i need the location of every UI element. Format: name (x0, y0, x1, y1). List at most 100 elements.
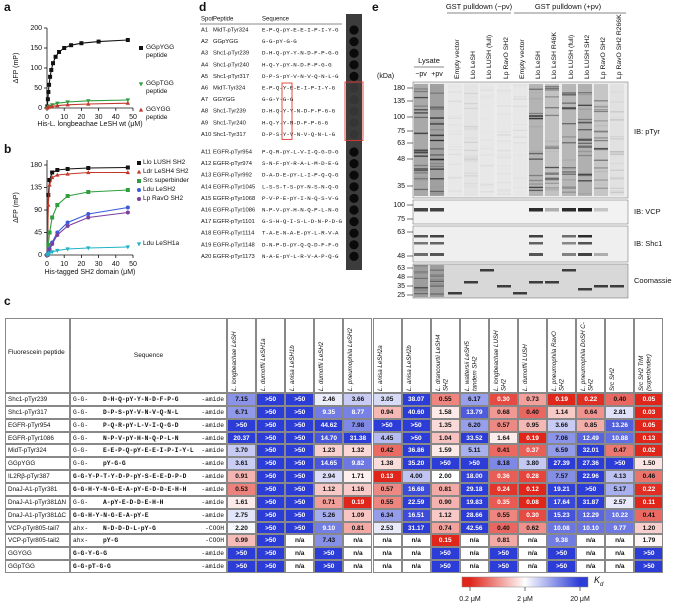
band (578, 121, 592, 123)
band (545, 114, 559, 117)
band (414, 116, 428, 119)
legend-marker (137, 179, 141, 183)
band (414, 132, 428, 134)
kd-cell: n/a (285, 547, 315, 561)
band (414, 265, 428, 267)
kd-cell: 19.83 (459, 495, 489, 509)
table-header: Spot (201, 17, 214, 23)
kd-cell: n/a (518, 547, 548, 561)
kd-cell: n/a (576, 534, 606, 548)
kd-cell: 9.82 (343, 457, 373, 471)
kd-cell: 36.86 (401, 444, 431, 458)
array-spot (349, 170, 359, 180)
kd-cell: 9.10 (314, 521, 344, 535)
kd-cell: n/a (576, 547, 606, 561)
kd-cell: >50 (256, 508, 286, 522)
kd-cell: 0.22 (576, 393, 606, 406)
kd-cell: 6.34 (372, 508, 402, 522)
band (414, 168, 428, 170)
y-axis-label: ΔFP (mP) (13, 192, 20, 223)
spot-sequence: G-G-Y-G-G (262, 96, 294, 103)
kd-cell: 0.74 (430, 521, 460, 535)
spot-sequence: T-A-E-N-A-E-pY-L-R-V-A (262, 230, 339, 237)
band (448, 153, 462, 156)
band (529, 112, 543, 115)
x-tick-label: 30 (95, 261, 103, 268)
band (414, 150, 428, 152)
kd-cell: >50 (547, 547, 577, 561)
band (430, 158, 444, 160)
kd-cell: 10.88 (605, 431, 635, 445)
kd-cell: 7.15 (227, 393, 257, 406)
spot-peptide: GGpYGG (213, 39, 239, 45)
x-tick-label: 20 (78, 261, 86, 268)
y-tick-label: 100 (30, 65, 42, 72)
band (497, 141, 511, 142)
data-point (49, 68, 54, 72)
sequence-part: G-G-Y-P-T-Y-D-P-pY-S-E-E-D-P-D (73, 473, 187, 481)
band (497, 165, 511, 166)
data-point (55, 248, 60, 253)
sequence-part: -COOH (205, 537, 224, 545)
band (480, 132, 494, 133)
band (578, 139, 592, 141)
band (414, 172, 428, 174)
band (529, 208, 543, 212)
kd-cell: >50 (430, 560, 460, 574)
spot-peptide: EGFR-pTyr954 (213, 150, 253, 156)
spot-id: A5 (201, 74, 208, 80)
spot-id: A18 (201, 231, 211, 237)
sequence-part: -amide (201, 563, 224, 571)
kd-cell: n/a (285, 534, 315, 548)
band (448, 164, 462, 165)
kd-cell: n/a (401, 547, 431, 561)
band (594, 167, 608, 169)
band (545, 179, 559, 181)
kd-cell: >50 (372, 418, 402, 432)
band (578, 122, 592, 124)
band (545, 178, 559, 180)
band (545, 146, 559, 149)
kd-cell: 42.56 (459, 521, 489, 535)
sequence-part: pY-G-G (103, 460, 126, 468)
blot-label: Coomassie (634, 276, 672, 285)
data-point (86, 215, 91, 220)
kd-cell: n/a (518, 560, 548, 574)
band (562, 242, 576, 245)
array-spot (349, 147, 359, 157)
band (464, 103, 478, 105)
band (430, 134, 444, 136)
band (562, 102, 576, 104)
data-point (125, 245, 131, 250)
band (578, 118, 592, 121)
band (430, 117, 444, 119)
band (430, 280, 444, 282)
band (545, 85, 559, 88)
kd-cell: >50 (285, 495, 315, 509)
x-tick-label: 30 (95, 114, 103, 121)
band (430, 129, 444, 131)
column-header-cell: L. longbeachae LUSH SH2 (488, 318, 518, 393)
data-point (47, 251, 52, 256)
spot-peptide: EGFR-pTyr974 (213, 161, 253, 167)
kd-cell: >50 (256, 405, 286, 419)
spot-id: A20 (201, 254, 211, 260)
band (448, 292, 462, 295)
data-point (57, 50, 62, 54)
peptide-name: MidT-pTyr324 (5, 444, 70, 458)
column-header-cell: Src SH2 TrM (superbinder) (634, 318, 664, 393)
band (562, 123, 576, 125)
band (430, 274, 444, 276)
panel-label: c (4, 294, 11, 308)
kd-cell: >50 (285, 457, 315, 471)
peptide-name: EGFR-pTyr954 (5, 418, 70, 432)
kd-cell: >50 (285, 444, 315, 458)
panel-label: e (372, 0, 379, 14)
kd-cell: 7.43 (314, 534, 344, 548)
band (594, 139, 608, 142)
band (610, 151, 624, 153)
kd-cell: 1.12 (430, 508, 460, 522)
column-header: L. dumoffii LeSH1a (260, 338, 268, 391)
series-line (46, 171, 128, 256)
